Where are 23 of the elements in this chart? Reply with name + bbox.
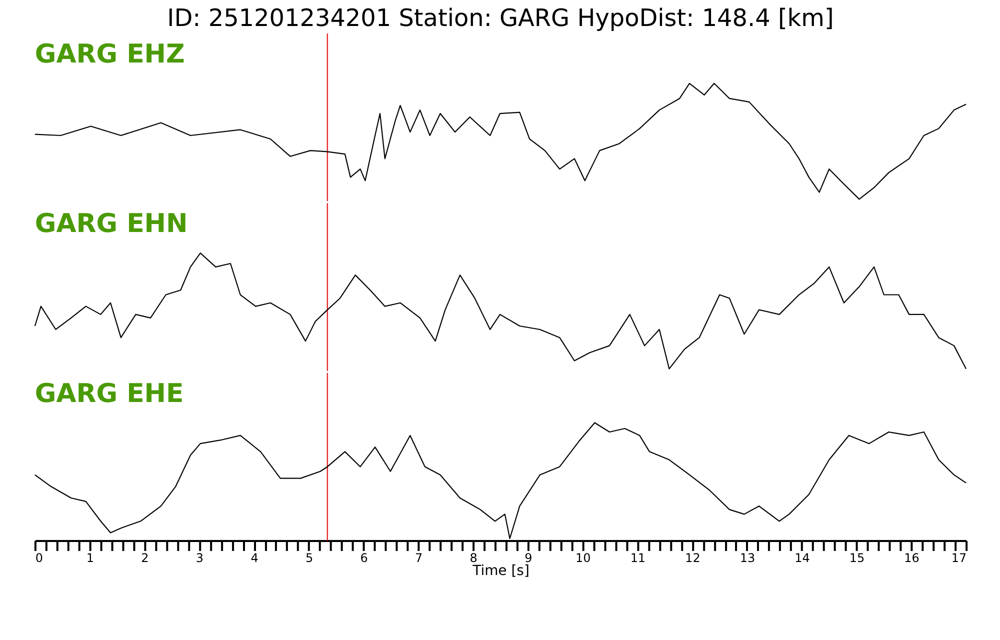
series-label: GARG EHE: [34, 378, 184, 409]
x-tick-label: 0: [35, 550, 44, 565]
x-tick-label: 15: [849, 550, 865, 565]
x-tick-label: 13: [740, 550, 756, 565]
x-tick-label: 7: [415, 550, 423, 565]
x-tick-label: 1: [86, 550, 94, 565]
x-tick-label: 6: [360, 550, 368, 565]
x-tick-label: 14: [794, 550, 810, 565]
x-tick-label: 3: [196, 550, 204, 565]
x-tick-label: 11: [630, 550, 646, 565]
x-tick-label: 2: [141, 550, 149, 565]
x-tick-label: 16: [904, 550, 920, 565]
text: GARG EHZ: [34, 39, 185, 70]
chart-title: ID: 251201234201 Station: GARG HypoDist: 148.4 [km]: [167, 4, 834, 32]
x-tick-label: 4: [250, 550, 258, 565]
series-label: GARG EHN: [34, 209, 188, 240]
x-tick-label: 5: [305, 550, 314, 565]
x-tick-label: 12: [685, 550, 700, 565]
x-axis-title: Time [s]: [472, 562, 530, 579]
x-tick-label: 9: [524, 550, 532, 565]
x-tick-label: 10: [576, 550, 591, 565]
x-tick-label: 8: [470, 550, 478, 565]
x-tick-label: 17: [951, 550, 967, 565]
